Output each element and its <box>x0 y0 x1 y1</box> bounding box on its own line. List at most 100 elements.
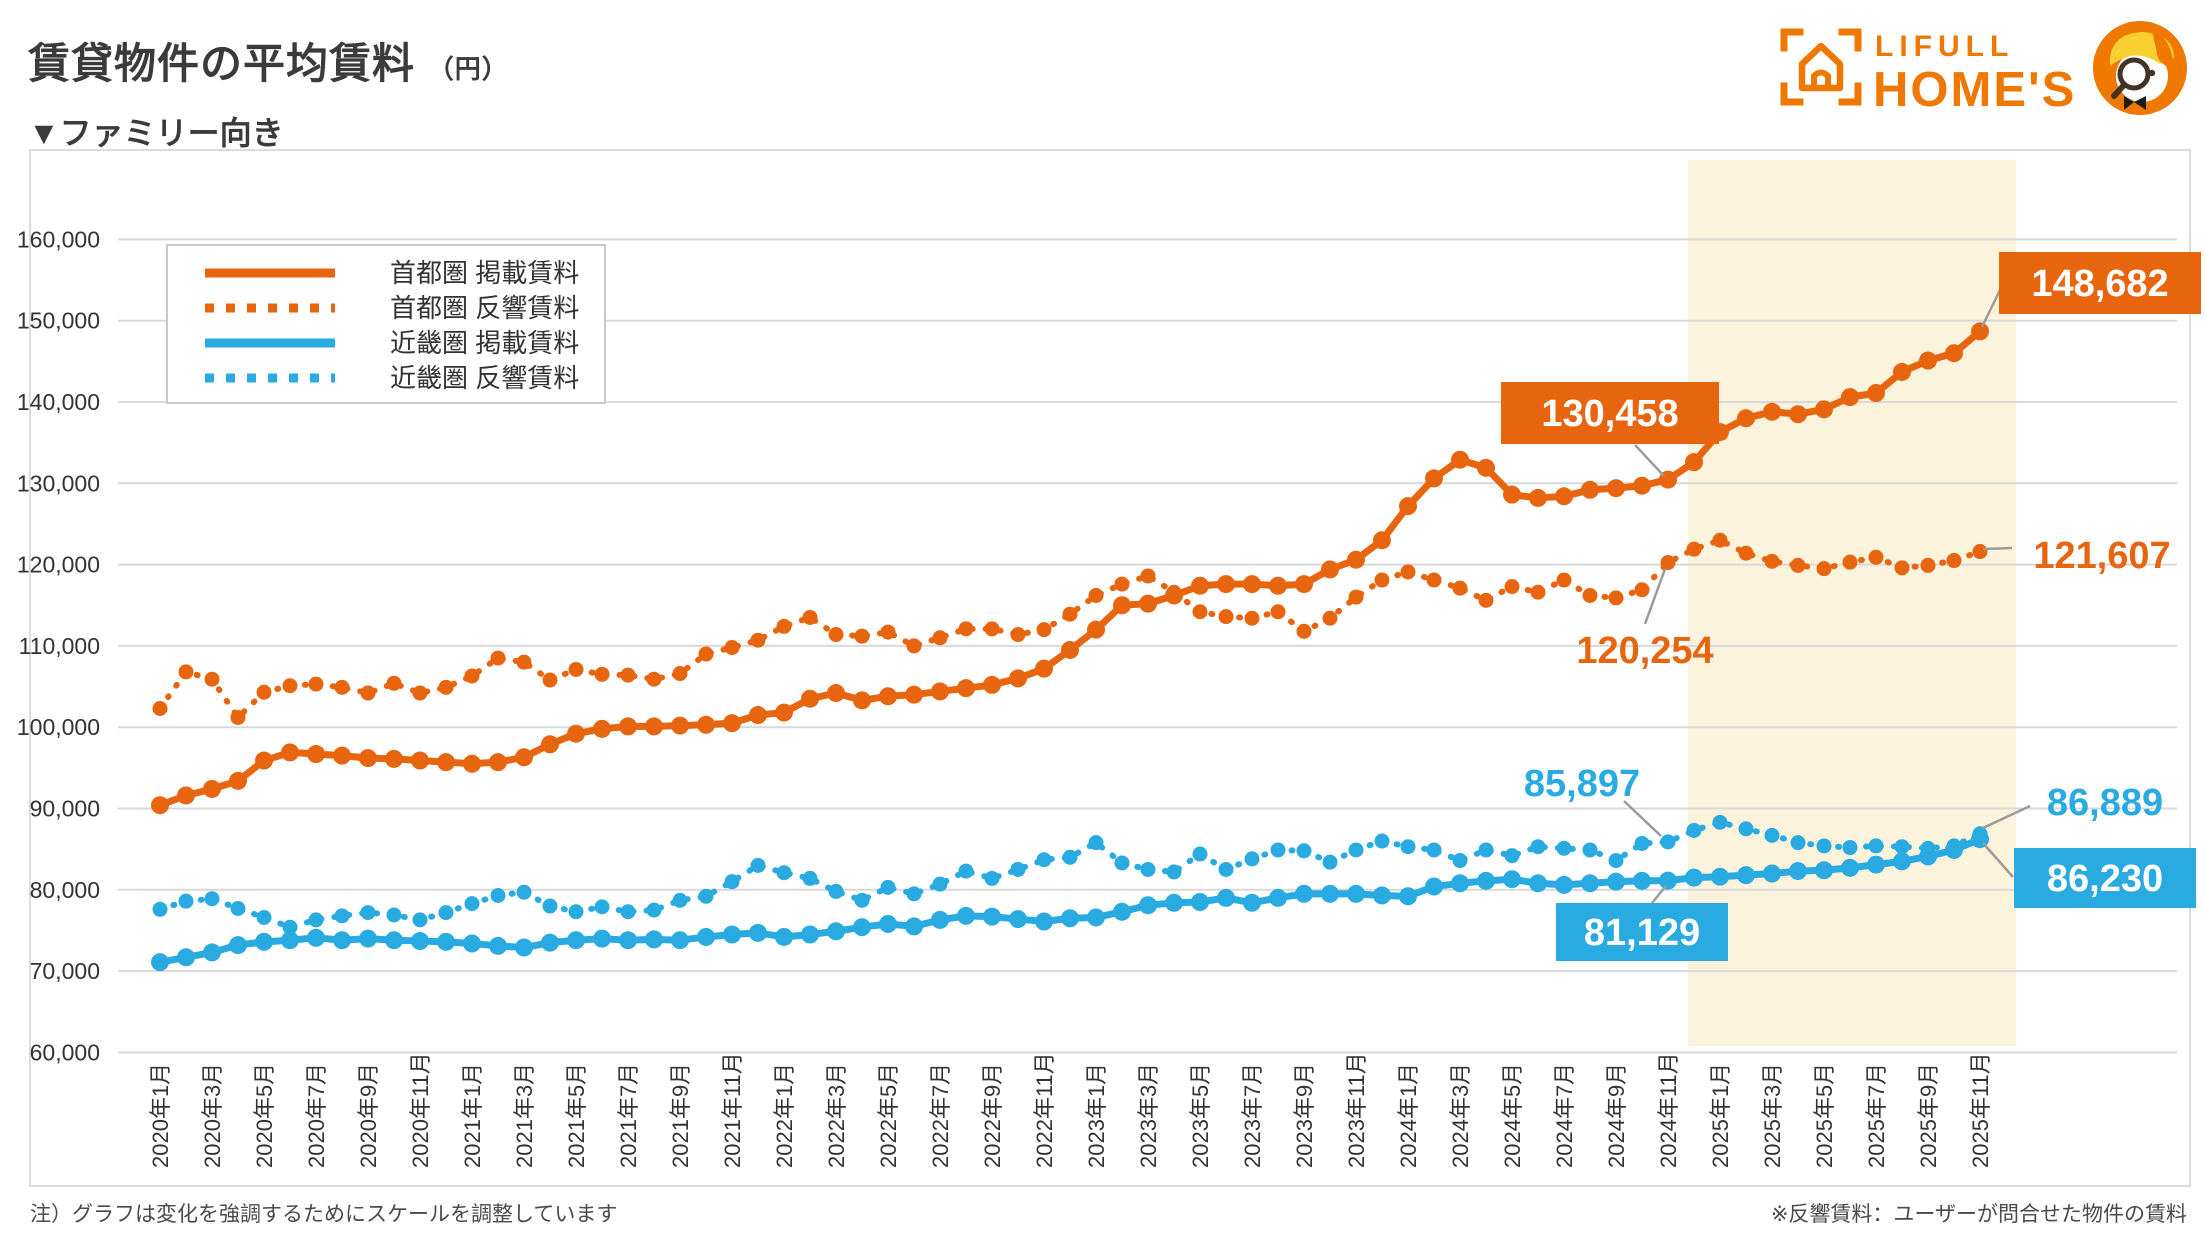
data-point <box>542 898 558 914</box>
x-tick-label: 2023年5月 <box>1188 1063 1213 1168</box>
data-point <box>1868 549 1884 565</box>
data-point <box>1529 874 1547 893</box>
data-point <box>411 932 429 951</box>
data-point <box>1451 450 1469 469</box>
data-point <box>1789 405 1807 424</box>
data-point <box>1894 560 1910 576</box>
data-point <box>1556 840 1572 856</box>
data-point <box>359 749 377 768</box>
data-point <box>1373 531 1391 550</box>
data-point <box>697 927 715 946</box>
data-point <box>1660 555 1676 571</box>
data-point <box>256 684 272 700</box>
data-point <box>1764 553 1780 569</box>
annotation-value: 85,897 <box>1524 763 1640 805</box>
x-tick-label: 2025年7月 <box>1864 1063 1889 1168</box>
x-tick-label: 2021年7月 <box>616 1063 641 1168</box>
data-point <box>1582 842 1598 858</box>
data-point <box>1919 847 1937 866</box>
data-point <box>334 679 350 695</box>
data-point <box>360 685 376 701</box>
data-point <box>1192 604 1208 620</box>
annotation-leader-line <box>1651 885 1667 904</box>
data-point <box>204 671 220 687</box>
x-tick-label: 2024年3月 <box>1448 1063 1473 1168</box>
annotation-value: 120,254 <box>1576 630 1713 672</box>
data-point <box>1946 553 1962 569</box>
x-tick-label: 2022年5月 <box>876 1063 901 1168</box>
data-point <box>802 870 818 886</box>
data-point <box>1607 479 1625 498</box>
data-point <box>541 735 559 754</box>
x-tick-label: 2021年1月 <box>460 1063 485 1168</box>
data-point <box>1712 814 1728 830</box>
footnote-inquiry-def: ※反響賃料：ユーザーが問合せた物件の賃料 <box>1770 1203 2187 1226</box>
x-tick-label: 2024年11月 <box>1656 1052 1681 1168</box>
x-tick-label: 2020年9月 <box>356 1063 381 1168</box>
data-point <box>1686 541 1702 557</box>
annotation-box <box>1501 382 1719 444</box>
annotation-box <box>1556 903 1728 961</box>
data-point <box>1243 893 1261 912</box>
data-point <box>1608 853 1624 869</box>
data-point <box>1399 497 1417 516</box>
data-point <box>1841 388 1859 407</box>
page-title-text: 賃貸物件の平均賃料 <box>28 40 416 87</box>
data-point <box>801 689 819 708</box>
data-point <box>905 685 923 704</box>
data-point <box>1582 587 1598 603</box>
data-point <box>1399 887 1417 906</box>
annotation-shuto-inquiry-prev: 120,254 <box>1576 568 1714 672</box>
data-point <box>360 905 376 921</box>
x-tick-label: 2023年7月 <box>1240 1063 1265 1168</box>
data-point <box>515 938 533 957</box>
data-point <box>333 746 351 765</box>
data-point <box>281 743 299 762</box>
data-point <box>698 646 714 662</box>
x-tick-label: 2020年1月 <box>148 1063 173 1168</box>
data-point <box>1504 579 1520 595</box>
data-point <box>1893 852 1911 871</box>
data-point <box>906 886 922 902</box>
data-point <box>1815 400 1833 419</box>
x-tick-label: 2024年5月 <box>1500 1063 1525 1168</box>
data-point <box>1841 858 1859 877</box>
data-point <box>1270 842 1286 858</box>
x-tick-label: 2025年1月 <box>1708 1063 1733 1168</box>
data-point <box>1191 892 1209 911</box>
data-point <box>152 901 168 917</box>
x-tick-label: 2021年5月 <box>564 1063 589 1168</box>
data-point <box>1165 586 1183 605</box>
y-tick-label: 60,000 <box>30 1039 100 1065</box>
data-point <box>230 709 246 725</box>
data-point <box>957 906 975 925</box>
data-point <box>151 953 169 972</box>
annotation-shuto-inquiry-last: 121,607 <box>1982 535 2171 577</box>
data-point <box>1140 568 1156 584</box>
annotation-value: 121,607 <box>2033 535 2170 577</box>
data-point <box>906 638 922 654</box>
data-point <box>1296 843 1312 859</box>
data-point <box>516 884 532 900</box>
legend-label: 首都圏 反響賃料 <box>390 293 579 323</box>
data-point <box>983 675 1001 694</box>
data-point <box>1945 840 1963 859</box>
data-point <box>152 701 168 717</box>
data-point <box>1088 587 1104 603</box>
data-point <box>775 927 793 946</box>
data-point <box>1504 848 1520 864</box>
data-point <box>1478 592 1494 608</box>
annotation-value: 130,458 <box>1541 393 1678 435</box>
data-point <box>1608 590 1624 606</box>
x-tick-label: 2025年5月 <box>1812 1063 1837 1168</box>
data-point <box>1191 576 1209 595</box>
y-tick-label: 70,000 <box>30 958 100 984</box>
data-point <box>490 650 506 666</box>
data-point <box>931 682 949 701</box>
data-point <box>776 618 792 634</box>
data-point <box>1088 835 1104 851</box>
legend-label: 近畿圏 掲載賃料 <box>390 328 579 358</box>
data-point <box>1270 604 1286 620</box>
data-point <box>724 874 740 890</box>
